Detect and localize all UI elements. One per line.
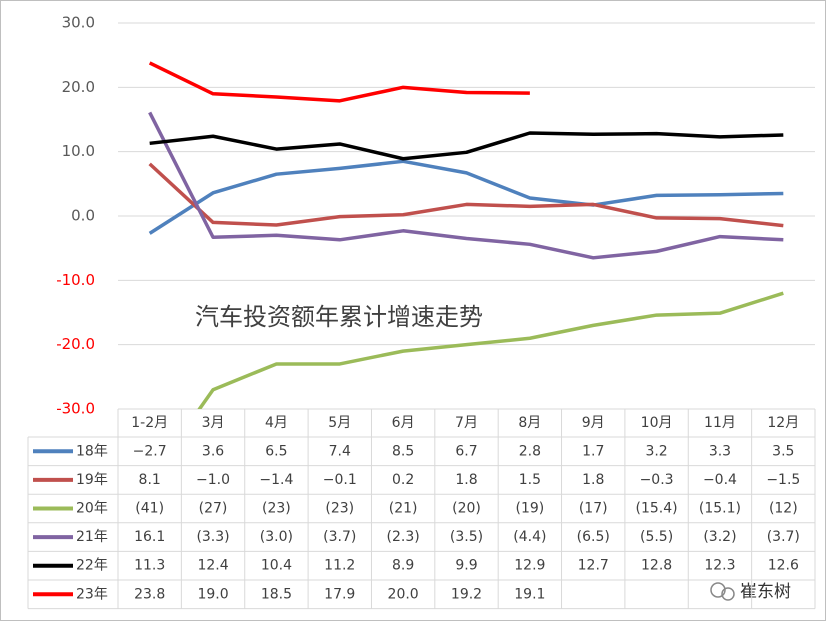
table-cell: (3.7) bbox=[767, 529, 800, 545]
table-cell: 19.0 bbox=[197, 586, 228, 602]
table-cell: (3.5) bbox=[450, 529, 483, 545]
table-cell: 16.1 bbox=[134, 529, 165, 545]
table-cell: (3.0) bbox=[260, 529, 293, 545]
table-cell: 19.1 bbox=[514, 586, 545, 602]
table-cell: (20) bbox=[452, 501, 481, 517]
table-cell: (2.3) bbox=[387, 529, 420, 545]
series-line bbox=[148, 61, 530, 103]
table-cell: (3.2) bbox=[703, 529, 736, 545]
table-cell: (21) bbox=[389, 501, 418, 517]
plot-area bbox=[148, 61, 784, 409]
series-line bbox=[148, 162, 784, 228]
table-cell: −0.4 bbox=[703, 472, 737, 488]
table-cell: 1.8 bbox=[582, 472, 604, 488]
table-cell: −1.5 bbox=[766, 472, 800, 488]
legend-label: 22年 bbox=[76, 558, 108, 574]
y-tick-label: 30.0 bbox=[62, 14, 95, 32]
watermark-text: 崔东树 bbox=[740, 582, 791, 602]
table-cell: (6.5) bbox=[577, 529, 610, 545]
table-cell: 7.4 bbox=[329, 443, 351, 459]
x-tick-label: 1-2月 bbox=[131, 415, 168, 431]
legend-label: 19年 bbox=[76, 472, 108, 488]
table-cell: −0.3 bbox=[640, 472, 674, 488]
table-cell: 3.3 bbox=[709, 443, 731, 459]
y-tick-label: 20.0 bbox=[62, 78, 95, 96]
table-cell: 8.9 bbox=[392, 558, 414, 574]
series-line bbox=[148, 111, 784, 260]
table-cell: 6.5 bbox=[265, 443, 287, 459]
table-cell: 9.9 bbox=[455, 558, 477, 574]
table-cell: (12) bbox=[769, 501, 798, 517]
table-cell: 12.3 bbox=[704, 558, 735, 574]
table-cell: 12.9 bbox=[514, 558, 545, 574]
x-tick-label: 8月 bbox=[518, 415, 541, 431]
table-cell: 6.7 bbox=[455, 443, 477, 459]
table-cell: 23.8 bbox=[134, 586, 165, 602]
table-cell: 12.8 bbox=[641, 558, 672, 574]
table-cell: 11.3 bbox=[134, 558, 165, 574]
x-tick-label: 6月 bbox=[392, 415, 415, 431]
table-cell: (3.7) bbox=[323, 529, 356, 545]
table-cell: −1.4 bbox=[259, 472, 293, 488]
table-cell: 1.7 bbox=[582, 443, 604, 459]
legend-label: 23年 bbox=[76, 586, 108, 602]
y-tick-label: 0.0 bbox=[71, 207, 95, 225]
y-tick-label: -30.0 bbox=[56, 400, 95, 418]
table-cell: 20.0 bbox=[388, 586, 419, 602]
table-cell: (41) bbox=[135, 501, 164, 517]
x-tick-label: 11月 bbox=[704, 415, 736, 431]
table-cell: 3.6 bbox=[202, 443, 224, 459]
table-cell: (23) bbox=[262, 501, 291, 517]
table-cell: 0.2 bbox=[392, 472, 414, 488]
x-tick-label: 7月 bbox=[455, 415, 478, 431]
legend-label: 21年 bbox=[76, 529, 108, 545]
table-cell: 1.5 bbox=[519, 472, 541, 488]
table-cell: (15.4) bbox=[636, 501, 678, 517]
x-tick-label: 3月 bbox=[202, 415, 225, 431]
y-tick-label: -20.0 bbox=[56, 335, 95, 353]
table-cell: 17.9 bbox=[324, 586, 355, 602]
x-tick-label: 12月 bbox=[767, 415, 799, 431]
legend-label: 20年 bbox=[76, 501, 108, 517]
table-cell: (5.5) bbox=[640, 529, 673, 545]
table-cell: 3.5 bbox=[772, 443, 794, 459]
x-tick-label: 5月 bbox=[328, 415, 351, 431]
table-cell: −2.7 bbox=[133, 443, 167, 459]
table-cell: −0.1 bbox=[323, 472, 357, 488]
table-cell: 18.5 bbox=[261, 586, 292, 602]
table-cell: 1.8 bbox=[455, 472, 477, 488]
x-tick-label: 10月 bbox=[641, 415, 673, 431]
table-cell: 19.2 bbox=[451, 586, 482, 602]
table-cell: (23) bbox=[325, 501, 354, 517]
table-cell: 12.4 bbox=[197, 558, 228, 574]
table-cell: 3.2 bbox=[645, 443, 667, 459]
table-cell: 12.6 bbox=[768, 558, 799, 574]
table-cell: 8.1 bbox=[139, 472, 161, 488]
y-tick-label: 10.0 bbox=[62, 142, 95, 160]
table-cell: 10.4 bbox=[261, 558, 292, 574]
x-tick-label: 4月 bbox=[265, 415, 288, 431]
table-cell: (4.4) bbox=[513, 529, 546, 545]
table-cell: (15.1) bbox=[699, 501, 741, 517]
table-cell: 11.2 bbox=[324, 558, 355, 574]
table-cell: 2.8 bbox=[519, 443, 541, 459]
table-cell: (27) bbox=[199, 501, 228, 517]
chart-annotation: 汽车投资额年累计增速走势 bbox=[195, 303, 483, 331]
table-cell: (3.3) bbox=[196, 529, 229, 545]
watermark: 崔东树 bbox=[710, 582, 791, 602]
series-line bbox=[149, 131, 784, 161]
y-tick-label: -10.0 bbox=[56, 271, 95, 289]
table-cell: (19) bbox=[515, 501, 544, 517]
x-tick-label: 9月 bbox=[582, 415, 605, 431]
series-line bbox=[197, 291, 784, 409]
legend-label: 18年 bbox=[76, 443, 108, 459]
series-line bbox=[148, 159, 784, 235]
table-cell: (17) bbox=[579, 501, 608, 517]
table-cell: −1.0 bbox=[196, 472, 230, 488]
table-cell: 8.5 bbox=[392, 443, 414, 459]
table-cell: 12.7 bbox=[578, 558, 609, 574]
